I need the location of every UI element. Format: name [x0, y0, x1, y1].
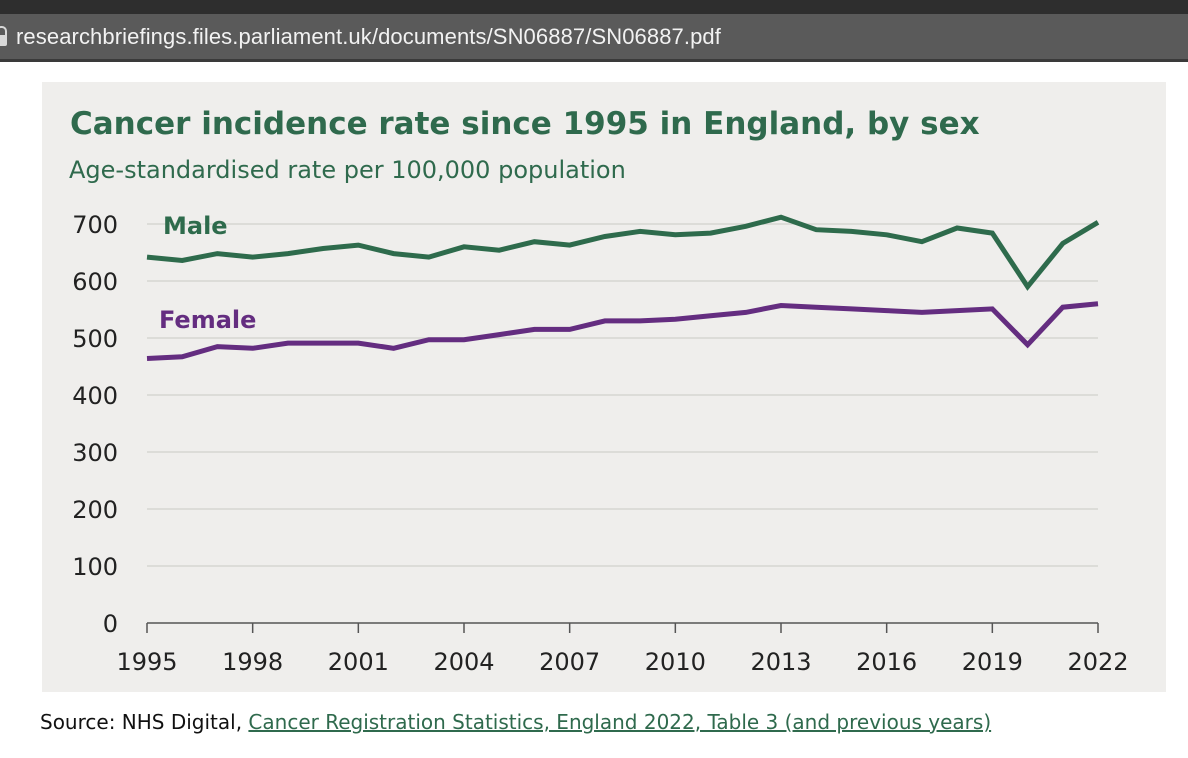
line-chart: 0 100 200 300 400 500 600 700 1995 1998 2001 2004 20…: [72, 211, 1128, 676]
source-line: Source: NHS Digital, Cancer Registration…: [40, 710, 991, 734]
source-link[interactable]: Cancer Registration Statistics, England …: [248, 710, 992, 734]
y-tick-label: 700: [72, 211, 118, 239]
chart-panel: Cancer incidence rate since 1995 in Engl…: [42, 82, 1166, 692]
x-tick-label: 2013: [750, 648, 811, 676]
url-text[interactable]: researchbriefings.files.parliament.uk/do…: [16, 23, 721, 49]
lock-icon: [0, 25, 8, 48]
y-tick-label: 0: [103, 610, 118, 638]
chart-title: Cancer incidence rate since 1995 in Engl…: [70, 106, 980, 142]
x-tick-label: 2016: [856, 648, 917, 676]
series-line-male: [146, 214, 1100, 291]
x-tick-label: 1998: [222, 648, 283, 676]
y-tick-label: 300: [72, 439, 118, 467]
series-label-female: Female: [159, 306, 256, 334]
chart-subtitle: Age-standardised rate per 100,000 popula…: [69, 156, 626, 184]
x-tick-label: 2004: [433, 648, 494, 676]
y-tick-label: 200: [72, 496, 118, 524]
x-tick-label: 2001: [328, 648, 389, 676]
x-tick-label: 2010: [645, 648, 706, 676]
y-tick-label: 400: [72, 382, 118, 410]
y-tick-label: 500: [72, 325, 118, 353]
y-tick-label: 100: [72, 553, 118, 581]
browser-top-bar: [0, 0, 1188, 14]
address-bar[interactable]: researchbriefings.files.parliament.uk/do…: [0, 14, 1188, 62]
x-tick-label: 2022: [1067, 648, 1128, 676]
x-tick-label: 1995: [116, 648, 177, 676]
series-line-female: [146, 301, 1099, 361]
source-prefix: Source: NHS Digital,: [40, 710, 249, 734]
y-tick-label: 600: [72, 268, 118, 296]
x-tick-label: 2007: [539, 648, 600, 676]
series-label-male: Male: [163, 212, 228, 240]
x-tick-label: 2019: [962, 648, 1023, 676]
